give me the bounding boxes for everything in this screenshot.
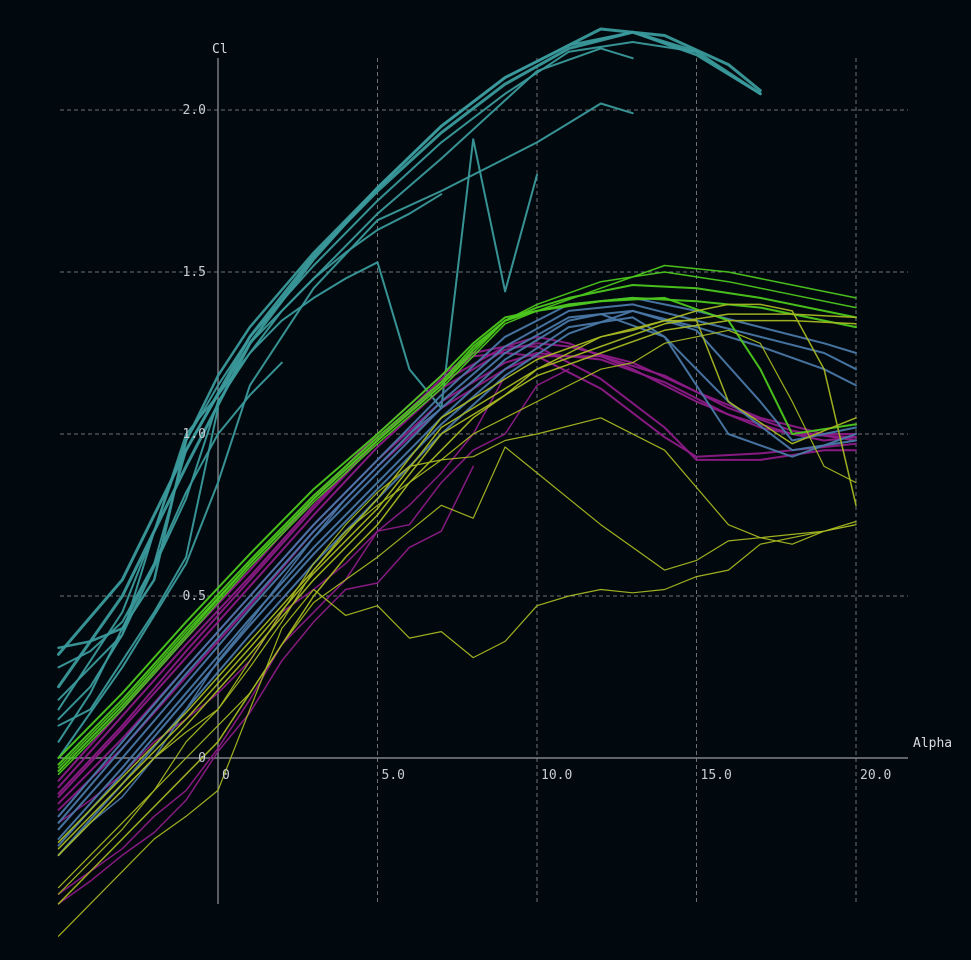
series-line-olive-37 — [57, 329, 857, 856]
series-line-high_lift-0 — [57, 30, 762, 656]
series-line-magenta-17 — [57, 465, 474, 905]
tick-labels: 0 5.0 10.0 15.0 20.0 0 0.5 1.0 1.5 2.0 — [183, 103, 892, 783]
series-line-high_lift-7 — [57, 138, 538, 711]
x-axis-label: Alpha — [913, 736, 952, 751]
series-line-blue-20 — [57, 303, 857, 824]
series-line-olive-33 — [57, 319, 857, 843]
y-tick-label-0: 0 — [198, 751, 206, 766]
series-line-high_lift-5 — [57, 102, 634, 759]
series-line-high_lift-4 — [57, 47, 634, 743]
series-line-blue-22 — [57, 313, 857, 840]
series-lines — [57, 27, 857, 937]
series-line-magenta-10 — [57, 345, 857, 782]
series-line-blue-19 — [57, 296, 857, 818]
series-line-olive-31 — [57, 319, 857, 856]
y-tick-label-2: 1.0 — [183, 427, 206, 442]
series-line-green-27 — [57, 284, 857, 766]
series-line-green-30 — [57, 271, 857, 769]
axes — [60, 58, 908, 904]
x-tick-label-3: 15.0 — [701, 768, 732, 783]
series-line-blue-25 — [57, 407, 443, 856]
x-tick-label-2: 10.0 — [541, 768, 572, 783]
series-line-olive-38 — [57, 417, 857, 889]
series-line-blue-23 — [57, 316, 857, 847]
series-line-magenta-18 — [57, 368, 570, 895]
x-tick-label-0: 0 — [222, 768, 230, 783]
series-line-blue-24 — [57, 309, 857, 857]
series-line-high_lift-2 — [57, 30, 762, 650]
series-line-high_lift-9 — [57, 361, 283, 669]
series-line-olive-34 — [57, 303, 857, 905]
series-line-olive-32 — [57, 313, 857, 850]
x-tick-label-1: 5.0 — [382, 768, 405, 783]
series-line-olive-35 — [57, 520, 857, 937]
series-line-green-29 — [57, 264, 857, 775]
series-line-high_lift-8 — [57, 407, 219, 727]
series-line-blue-21 — [57, 309, 857, 831]
series-line-high_lift-6 — [57, 193, 443, 701]
y-tick-label-1: 0.5 — [183, 589, 206, 604]
y-tick-label-3: 1.5 — [183, 265, 206, 280]
x-tick-label-4: 20.0 — [860, 768, 891, 783]
series-line-green-28 — [57, 296, 857, 772]
grid — [60, 58, 908, 904]
y-tick-label-4: 2.0 — [183, 103, 206, 118]
y-axis-label: Cl — [212, 42, 228, 57]
series-line-olive-36 — [57, 446, 857, 895]
series-line-high_lift-1 — [57, 27, 762, 689]
